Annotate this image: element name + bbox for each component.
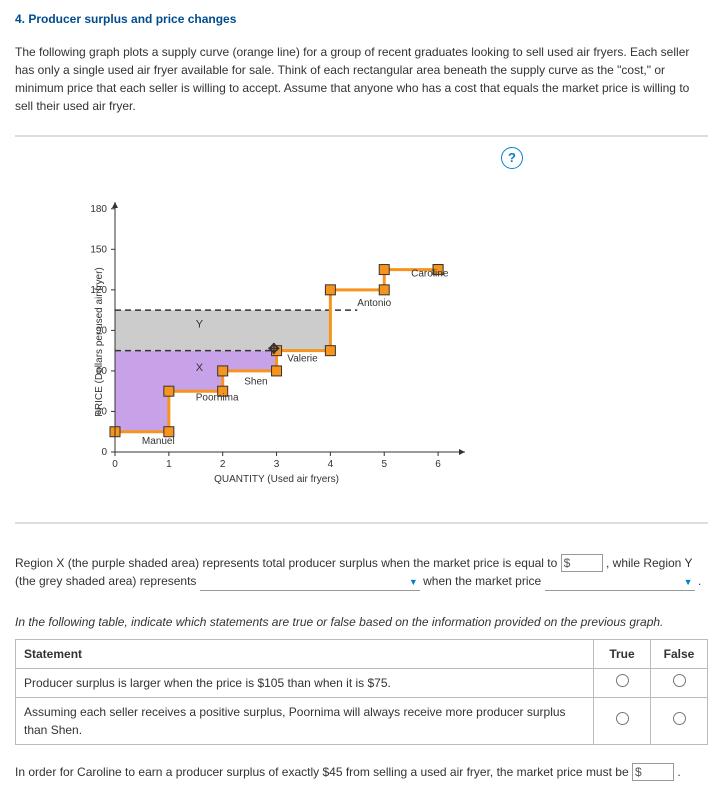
svg-text:6: 6 xyxy=(435,459,441,470)
table-intro: In the following table, indicate which s… xyxy=(15,613,708,631)
intro-text: The following graph plots a supply curve… xyxy=(15,43,708,115)
svg-text:Antonio: Antonio xyxy=(357,298,391,309)
final-paragraph: In order for Caroline to earn a producer… xyxy=(15,763,708,781)
table-row: Assuming each seller receives a positive… xyxy=(16,698,708,745)
price-input-final[interactable] xyxy=(632,763,674,781)
statement-text: Producer surplus is larger when the pric… xyxy=(16,669,594,698)
statement-text: Assuming each seller receives a positive… xyxy=(16,698,594,745)
svg-text:5: 5 xyxy=(381,459,387,470)
svg-text:0: 0 xyxy=(101,447,107,458)
svg-text:X: X xyxy=(196,362,204,374)
radio-false[interactable] xyxy=(673,674,686,687)
price-input-1[interactable] xyxy=(561,554,603,572)
radio-true[interactable] xyxy=(616,674,629,687)
col-true: True xyxy=(594,640,651,669)
svg-text:4: 4 xyxy=(328,459,334,470)
svg-text:Valerie: Valerie xyxy=(287,353,318,364)
svg-text:3: 3 xyxy=(274,459,280,470)
radio-false[interactable] xyxy=(673,712,686,725)
chart-container: ? PRICE (Dollars per used air fryer) ✥ 0 3… xyxy=(15,135,708,524)
text: . xyxy=(698,574,701,588)
help-button[interactable]: ? xyxy=(501,147,523,169)
svg-text:0: 0 xyxy=(112,459,118,470)
table-row: Producer surplus is larger when the pric… xyxy=(16,669,708,698)
svg-text:2: 2 xyxy=(220,459,226,470)
text: In order for Caroline to earn a producer… xyxy=(15,765,632,779)
svg-text:180: 180 xyxy=(90,204,107,215)
col-false: False xyxy=(651,640,708,669)
text: Region X (the purple shaded area) repres… xyxy=(15,556,561,570)
fill-paragraph-1: Region X (the purple shaded area) repres… xyxy=(15,554,708,591)
supply-chart[interactable]: ✥03060901201501800123456QUANTITY (Used a… xyxy=(75,192,495,492)
true-false-table: Statement True False Producer surplus is… xyxy=(15,639,708,745)
svg-text:Poornima: Poornima xyxy=(196,393,239,404)
svg-text:150: 150 xyxy=(90,244,107,255)
text: when the market price xyxy=(423,574,544,588)
svg-text:QUANTITY (Used air fryers): QUANTITY (Used air fryers) xyxy=(214,474,339,485)
dropdown-price-change[interactable] xyxy=(545,572,695,591)
dropdown-region-y[interactable] xyxy=(200,572,420,591)
svg-text:Manuel: Manuel xyxy=(142,436,175,447)
svg-text:1: 1 xyxy=(166,459,172,470)
col-statement: Statement xyxy=(16,640,594,669)
svg-text:Shen: Shen xyxy=(244,376,267,387)
radio-true[interactable] xyxy=(616,712,629,725)
svg-text:Y: Y xyxy=(196,319,204,331)
svg-text:✥: ✥ xyxy=(268,340,280,356)
text: . xyxy=(677,765,680,779)
svg-text:Caroline: Caroline xyxy=(411,268,449,279)
question-heading: 4. Producer surplus and price changes xyxy=(15,10,708,28)
y-axis-label: PRICE (Dollars per used air fryer) xyxy=(92,267,107,416)
